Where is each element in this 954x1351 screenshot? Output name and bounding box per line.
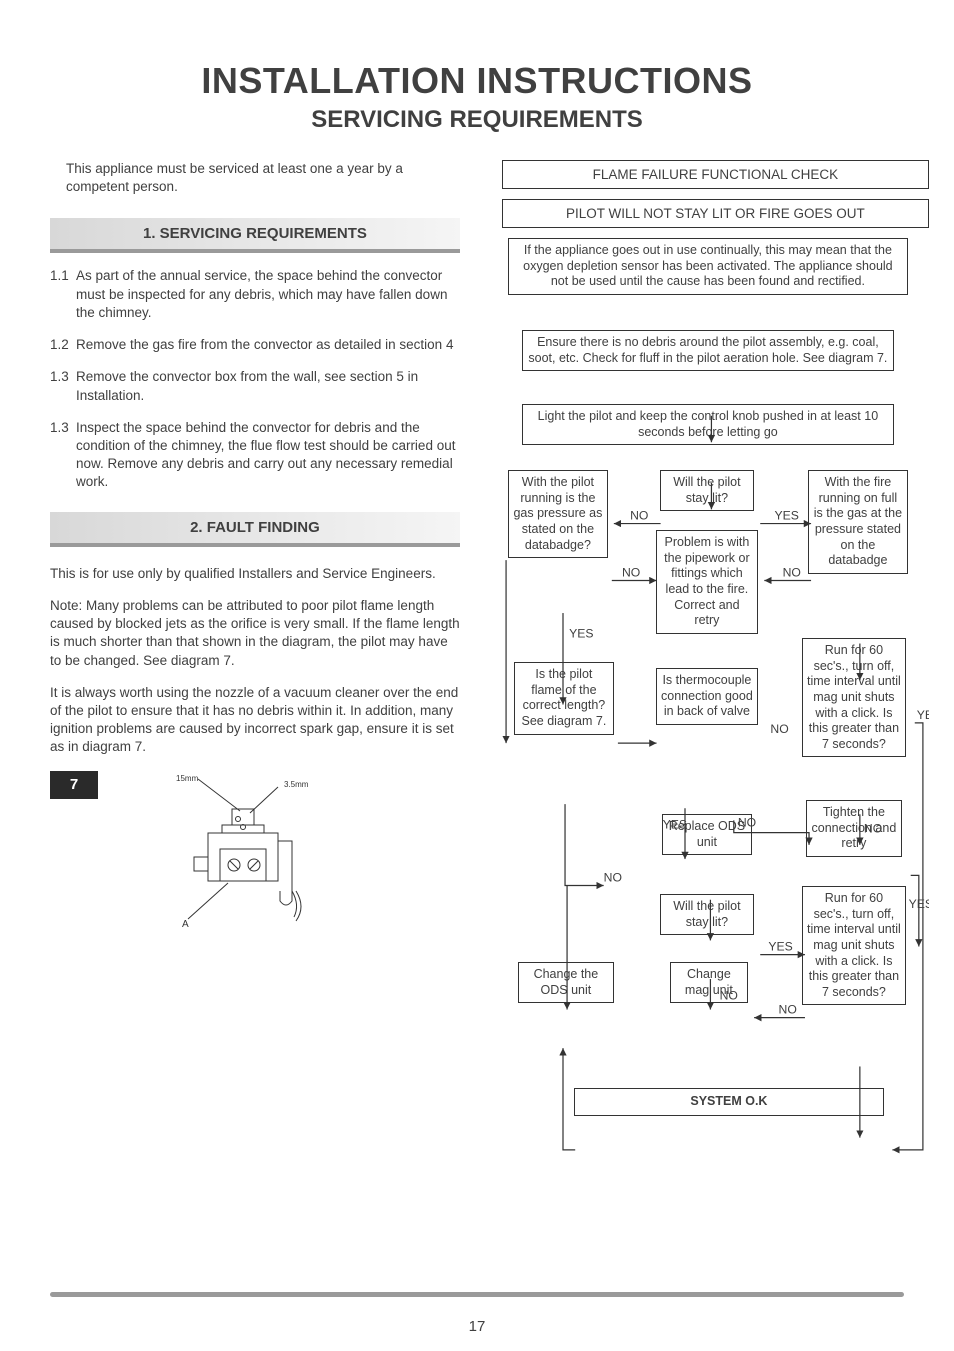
flow-box-light: Light the pilot and keep the control kno… — [522, 404, 894, 445]
item-number: 1.1 — [50, 267, 76, 322]
edge-yes: YES — [768, 940, 792, 954]
flow-header-2: PILOT WILL NOT STAY LIT OR FIRE GOES OUT — [502, 199, 929, 228]
edge-no: NO — [604, 870, 622, 884]
bottom-rule — [50, 1292, 904, 1297]
label-a: A — [182, 919, 189, 930]
para-1: This is for use only by qualified Instal… — [50, 565, 460, 583]
diagram-number-badge: 7 — [50, 771, 98, 799]
edge-no: NO — [778, 1003, 796, 1017]
node-tighten: Tighten the connection and retry — [806, 800, 902, 857]
edge-no: NO — [770, 722, 788, 736]
flow-box-debris: Ensure there is no debris around the pil… — [522, 330, 894, 371]
intro-text: This appliance must be serviced at least… — [66, 160, 460, 196]
right-column: FLAME FAILURE FUNCTIONAL CHECK PILOT WIL… — [502, 160, 929, 1240]
node-thermo: Is thermocouple connection good in back … — [656, 668, 758, 725]
dim-3-5mm: 3.5mm — [284, 780, 309, 789]
page-title: INSTALLATION INSTRUCTIONS — [50, 60, 904, 102]
diagram-7-art: 15mm 3.5mm A — [138, 771, 368, 931]
edge-yes: YES — [774, 509, 798, 523]
page-subtitle: SERVICING REQUIREMENTS — [50, 106, 904, 134]
flow-text: Ensure there is no debris around the pil… — [528, 335, 887, 365]
node-will-stay: Will the pilot stay lit? — [660, 470, 754, 511]
flow-header-1: FLAME FAILURE FUNCTIONAL CHECK — [502, 160, 929, 189]
para-3: It is always worth using the nozzle of a… — [50, 684, 460, 757]
node-flame-len: Is the pilot flame of the correct length… — [514, 662, 614, 735]
node-will-stay-2: Will the pilot stay lit? — [660, 894, 754, 935]
item-1-3a: 1.3 Remove the convector box from the wa… — [50, 368, 460, 404]
para-2: Note: Many problems can be attributed to… — [50, 597, 460, 670]
node-fire-full: With the fire running on full is the gas… — [808, 470, 908, 574]
left-column: This appliance must be serviced at least… — [50, 160, 460, 1240]
edge-no: NO — [630, 509, 648, 523]
dim-15mm: 15mm — [176, 774, 199, 783]
node-gas-pressure: With the pilot running is the gas pressu… — [508, 470, 608, 558]
item-text: Remove the convector box from the wall, … — [76, 368, 460, 404]
node-replace-ods: Replace ODS unit — [662, 814, 752, 855]
item-number: 1.2 — [50, 336, 76, 354]
page: INSTALLATION INSTRUCTIONS SERVICING REQU… — [0, 0, 954, 1280]
flow-text: If the appliance goes out in use continu… — [523, 243, 892, 288]
item-text: Remove the gas fire from the convector a… — [76, 336, 460, 354]
columns: This appliance must be serviced at least… — [50, 160, 904, 1240]
page-number: 17 — [0, 1318, 954, 1335]
flowchart: If the appliance goes out in use continu… — [502, 238, 929, 1228]
section-1-header: 1. SERVICING REQUIREMENTS — [50, 218, 460, 253]
node-problem-pipe: Problem is with the pipework or fittings… — [656, 530, 758, 634]
item-1-2: 1.2 Remove the gas fire from the convect… — [50, 336, 460, 354]
edge-no: NO — [622, 565, 640, 579]
edge-no: NO — [783, 565, 801, 579]
item-1-1: 1.1 As part of the annual service, the s… — [50, 267, 460, 322]
node-system-ok: SYSTEM O.K — [574, 1088, 884, 1116]
edge-yes: YES — [909, 897, 929, 911]
edge-yes: YES — [569, 626, 593, 640]
item-text: As part of the annual service, the space… — [76, 267, 460, 322]
node-change-ods: Change the ODS unit — [518, 962, 614, 1003]
flow-box-cause: If the appliance goes out in use continu… — [508, 238, 908, 295]
edge-yes: YES — [917, 708, 929, 722]
flow-text: Light the pilot and keep the control kno… — [538, 409, 879, 439]
node-run60-a: Run for 60 sec's., turn off, time interv… — [802, 638, 906, 757]
node-run60-b: Run for 60 sec's., turn off, time interv… — [802, 886, 906, 1005]
item-number: 1.3 — [50, 368, 76, 404]
item-number: 1.3 — [50, 419, 76, 492]
node-change-mag: Change mag unit — [670, 962, 748, 1003]
section-2-header: 2. FAULT FINDING — [50, 512, 460, 547]
diagram-7: 7 — [50, 771, 460, 931]
item-text: Inspect the space behind the convector f… — [76, 419, 460, 492]
item-1-3b: 1.3 Inspect the space behind the convect… — [50, 419, 460, 492]
